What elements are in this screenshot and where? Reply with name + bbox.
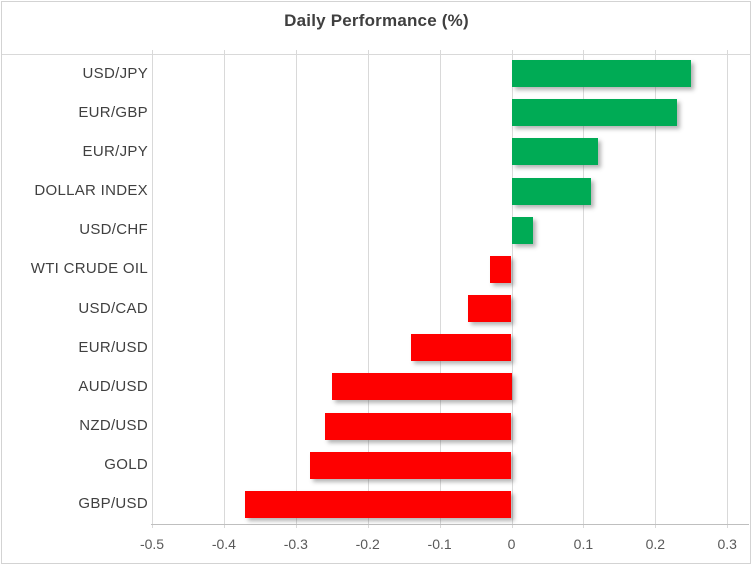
x-tick-label: -0.2	[355, 536, 380, 552]
category-label-gbp-usd: GBP/USD	[78, 495, 148, 513]
bar-eur-usd	[410, 334, 512, 362]
category-label-gold: GOLD	[104, 456, 148, 474]
x-tick-label: -0.3	[283, 536, 308, 552]
category-label-eur-usd: EUR/USD	[78, 338, 148, 356]
zero-gridline	[511, 50, 513, 528]
gridline	[727, 50, 729, 528]
x-tick-label: 0.3	[717, 536, 737, 552]
category-label-dollar-index: DOLLAR INDEX	[34, 182, 148, 199]
bar-usd-chf	[511, 216, 534, 244]
bar-usd-jpy	[511, 60, 692, 87]
bar-eur-gbp	[511, 99, 677, 127]
title-separator	[2, 54, 750, 55]
category-label-wti-crude-oil: WTI CRUDE OIL	[30, 260, 148, 278]
gridline	[295, 50, 297, 528]
x-tick-label: 0	[507, 536, 516, 552]
gridline	[583, 50, 585, 528]
x-axis-line	[151, 524, 749, 525]
category-label-usd-chf: USD/CHF	[79, 221, 148, 239]
bar-gbp-usd	[245, 490, 512, 518]
category-label-usd-cad: USD/CAD	[78, 299, 148, 317]
gridline	[655, 50, 657, 528]
bar-usd-cad	[468, 295, 512, 323]
x-tick-label: 0.1	[573, 536, 594, 552]
chart-title: Daily Performance (%)	[284, 11, 469, 30]
x-tick-label: -0.1	[427, 536, 452, 552]
bar-gold	[310, 451, 512, 479]
category-label-aud-usd: AUD/USD	[78, 377, 148, 395]
x-tick-label: -0.4	[211, 536, 236, 552]
category-label-usd-jpy: USD/JPY	[82, 64, 148, 82]
bar-aud-usd	[331, 373, 512, 401]
bar-dollar-index	[511, 177, 591, 205]
gridline	[223, 50, 225, 528]
x-tick-label: -0.5	[139, 536, 165, 552]
category-label-eur-gbp: EUR/GBP	[78, 103, 148, 121]
bar-eur-jpy	[511, 138, 598, 166]
bar-wti-crude-oil	[489, 255, 512, 283]
gridline	[367, 50, 369, 528]
category-label-nzd-usd: NZD/USD	[79, 417, 148, 435]
x-tick-label: 0.2	[645, 536, 666, 552]
category-label-eur-jpy: EUR/JPY	[82, 142, 148, 160]
gridline	[152, 50, 153, 528]
bar-nzd-usd	[324, 412, 512, 440]
gridline	[439, 50, 441, 528]
